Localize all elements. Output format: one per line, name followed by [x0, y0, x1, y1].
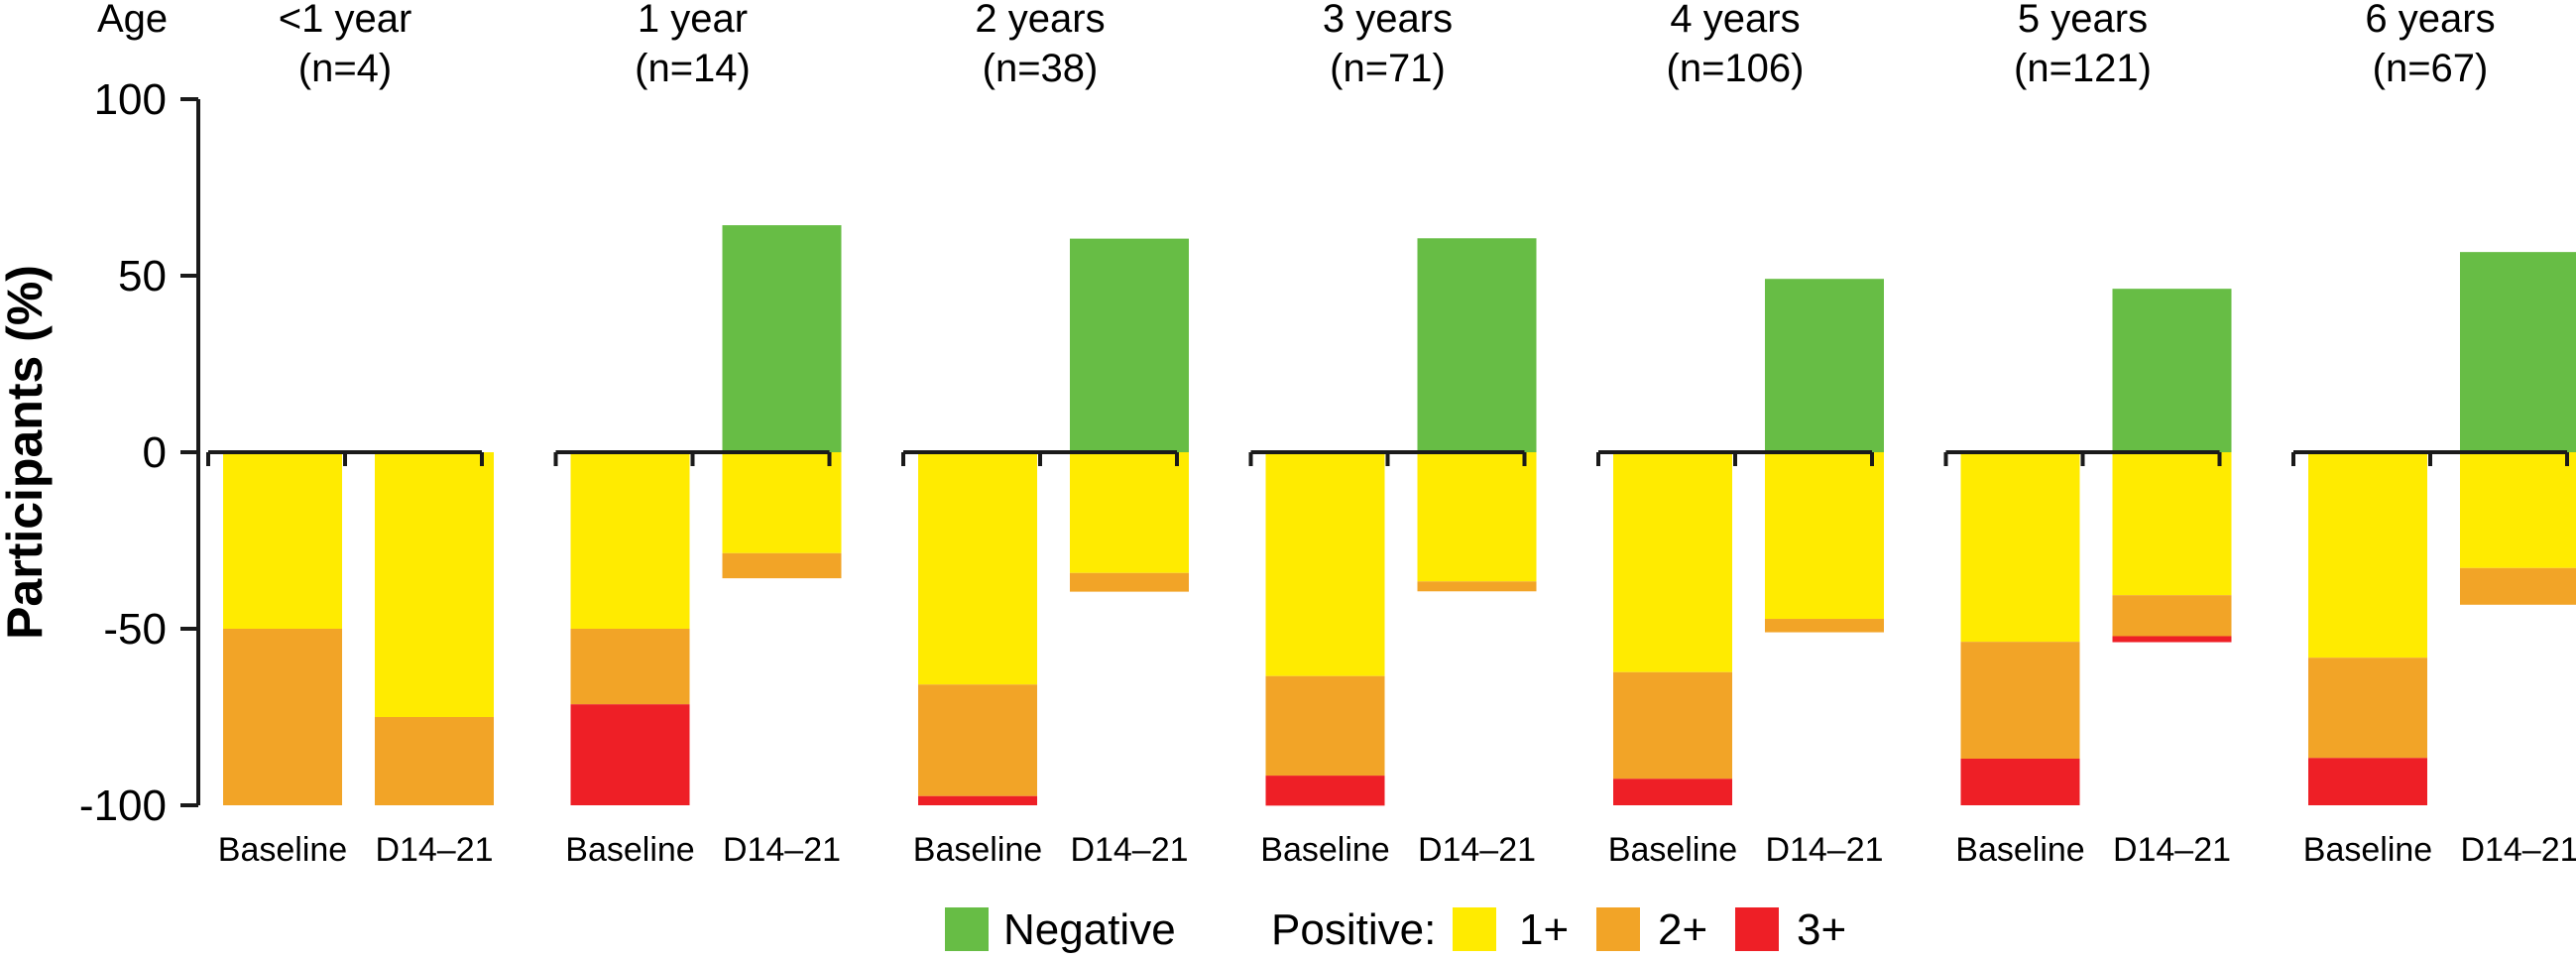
category-label: D14–21: [375, 831, 493, 869]
group-title: 3 years: [1323, 0, 1453, 41]
category-label: D14–21: [1765, 831, 1883, 869]
bar-negative: [2460, 252, 2576, 452]
bar-2plus: [2112, 595, 2232, 637]
group-title: 1 year: [638, 0, 748, 41]
category-label: Baseline: [913, 831, 1042, 869]
bar-negative: [722, 225, 842, 452]
bar-2plus: [570, 629, 690, 705]
legend-swatch-3plus: [1735, 907, 1779, 951]
bar-negative: [1070, 238, 1189, 452]
category-label: Baseline: [2303, 831, 2432, 869]
bar-1plus: [1960, 452, 2080, 643]
bar-3plus: [1960, 759, 2080, 805]
y-ticks: [180, 97, 198, 807]
bar-2plus: [722, 552, 842, 579]
bar-1plus: [570, 452, 690, 629]
group-title: 4 years: [1670, 0, 1800, 41]
bar-1plus: [223, 452, 342, 629]
group-n: (n=71): [1330, 47, 1446, 90]
bar-3plus: [2112, 636, 2232, 643]
category-label: Baseline: [1260, 831, 1389, 869]
group-n: (n=4): [298, 47, 393, 90]
group-n: (n=106): [1667, 47, 1805, 90]
category-label: Baseline: [218, 831, 347, 869]
bar-1plus: [1265, 452, 1385, 676]
category-label: Baseline: [565, 831, 694, 869]
group-title: <1 year: [279, 0, 412, 41]
bar-1plus: [1070, 452, 1189, 573]
bar-2plus: [1960, 642, 2080, 760]
bar-3plus: [918, 795, 1037, 805]
legend: Negative Positive: 1+ 2+ 3+: [945, 905, 1846, 954]
bar-2plus: [1417, 581, 1537, 592]
bar-1plus: [918, 452, 1037, 685]
legend-1plus-label: 1+: [1519, 905, 1569, 954]
group-title: 2 years: [975, 0, 1105, 41]
category-label: Baseline: [1608, 831, 1737, 869]
bar-2plus: [223, 629, 342, 805]
age-label: Age: [97, 0, 168, 41]
legend-negative-label: Negative: [1003, 905, 1176, 954]
bar-2plus: [1070, 572, 1189, 592]
bar-2plus: [2308, 658, 2427, 759]
bar-1plus: [2112, 452, 2232, 596]
legend-swatch-1plus: [1453, 907, 1496, 951]
bar-3plus: [2308, 758, 2427, 805]
legend-3plus-label: 3+: [1797, 905, 1846, 954]
group-title: 6 years: [2365, 0, 2495, 41]
group-n: (n=14): [635, 47, 751, 90]
y-tick-label: 50: [118, 252, 167, 300]
bar-negative: [1417, 238, 1537, 452]
category-label: D14–21: [2113, 831, 2231, 869]
labels-layer: 100 50 0 -50 -100 <1 year (n=4) Baseline D14–21 1…: [79, 0, 2576, 869]
category-label: D14–21: [1070, 831, 1188, 869]
bar-1plus: [1613, 452, 1732, 672]
bar-1plus: [2308, 452, 2427, 659]
bar-2plus: [1765, 619, 1884, 633]
bar-2plus: [1265, 675, 1385, 777]
group-n: (n=121): [2014, 47, 2152, 90]
y-tick-label: -100: [79, 781, 167, 830]
y-tick-label: 0: [143, 428, 167, 477]
category-label: Baseline: [1955, 831, 2084, 869]
y-axis-title: Participants (%): [0, 265, 53, 640]
bar-1plus: [2460, 452, 2576, 568]
bar-2plus: [918, 684, 1037, 796]
bar-3plus: [570, 704, 690, 805]
legend-swatch-2plus: [1596, 907, 1640, 951]
group-n: (n=38): [983, 47, 1099, 90]
bar-2plus: [2460, 567, 2576, 605]
category-label: D14–21: [1418, 831, 1536, 869]
bar-negative: [1765, 279, 1884, 452]
bars-layer: [223, 225, 2576, 806]
y-tick-label: -50: [103, 605, 167, 654]
category-label: D14–21: [723, 831, 841, 869]
legend-positive-label: Positive:: [1271, 905, 1436, 954]
y-tick-label: 100: [94, 75, 167, 124]
bar-1plus: [1417, 452, 1537, 582]
bar-negative: [2112, 289, 2232, 452]
bar-3plus: [1613, 779, 1732, 805]
zero-lines: [206, 450, 2569, 466]
legend-swatch-negative: [945, 907, 989, 951]
bar-3plus: [1265, 776, 1385, 806]
bar-1plus: [722, 452, 842, 553]
category-label: D14–21: [2460, 831, 2576, 869]
bar-1plus: [375, 452, 494, 717]
group-n: (n=67): [2373, 47, 2489, 90]
bar-2plus: [1613, 671, 1732, 779]
group-title: 5 years: [2018, 0, 2148, 41]
bar-2plus: [375, 717, 494, 805]
legend-2plus-label: 2+: [1658, 905, 1707, 954]
bar-1plus: [1765, 452, 1884, 620]
